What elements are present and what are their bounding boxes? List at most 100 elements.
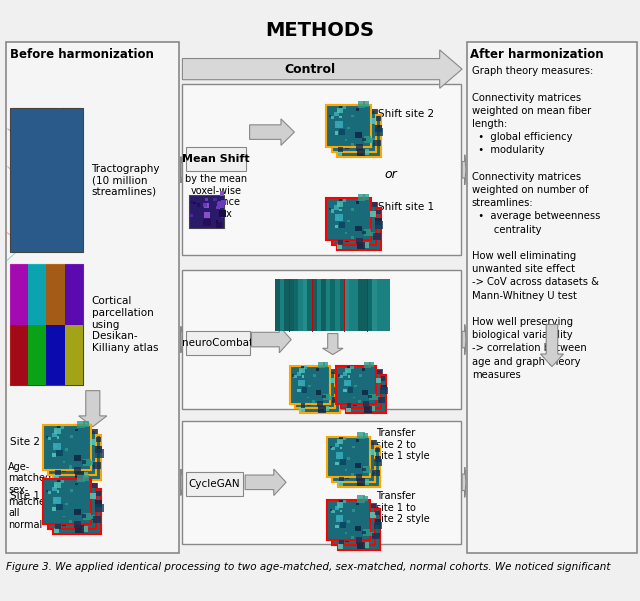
Bar bbox=[316, 368, 319, 371]
Bar bbox=[339, 477, 344, 481]
Bar bbox=[363, 529, 365, 532]
Bar bbox=[312, 389, 317, 394]
Bar bbox=[344, 138, 348, 141]
Bar bbox=[372, 472, 375, 474]
Bar bbox=[58, 448, 63, 452]
Bar bbox=[63, 462, 65, 463]
Bar bbox=[333, 441, 375, 482]
Bar bbox=[56, 504, 63, 510]
Bar bbox=[376, 279, 381, 331]
Bar bbox=[362, 138, 366, 141]
Bar bbox=[56, 523, 61, 529]
Bar bbox=[220, 191, 225, 196]
Bar bbox=[339, 209, 342, 211]
Bar bbox=[343, 141, 348, 145]
Bar bbox=[371, 503, 377, 508]
Bar bbox=[348, 216, 353, 221]
Bar bbox=[339, 540, 344, 545]
Bar bbox=[351, 115, 355, 117]
Bar bbox=[354, 385, 356, 388]
Bar bbox=[344, 471, 348, 475]
Bar bbox=[337, 439, 343, 445]
Bar bbox=[339, 500, 343, 503]
Bar bbox=[370, 469, 374, 473]
Bar bbox=[372, 279, 376, 331]
Bar bbox=[298, 279, 303, 331]
Bar bbox=[364, 136, 371, 143]
Bar bbox=[340, 220, 345, 224]
Text: Mean Shift: Mean Shift bbox=[182, 154, 250, 164]
Bar bbox=[343, 389, 347, 392]
Bar bbox=[44, 426, 92, 470]
Bar bbox=[358, 194, 365, 201]
Bar bbox=[378, 369, 383, 374]
Bar bbox=[330, 446, 332, 448]
Text: Graph theory measures:

Connectivity matrices
weighted on mean fiber
length:
  •: Graph theory measures: Connectivity matr… bbox=[472, 66, 600, 380]
Bar bbox=[61, 480, 64, 483]
Bar bbox=[337, 454, 340, 457]
Bar bbox=[346, 383, 348, 385]
Bar bbox=[340, 459, 346, 465]
Bar bbox=[312, 279, 317, 331]
Bar bbox=[337, 502, 343, 508]
Bar bbox=[372, 109, 378, 114]
Bar bbox=[369, 394, 376, 400]
Bar bbox=[357, 495, 365, 502]
Bar bbox=[351, 460, 356, 466]
Bar bbox=[54, 484, 57, 487]
Bar bbox=[322, 395, 326, 398]
Bar bbox=[363, 242, 369, 248]
Bar bbox=[65, 443, 71, 449]
Bar bbox=[368, 395, 372, 398]
Bar bbox=[361, 371, 367, 377]
Bar bbox=[351, 130, 356, 135]
Bar bbox=[375, 519, 381, 525]
Bar bbox=[330, 116, 334, 120]
Bar bbox=[351, 143, 354, 146]
Bar bbox=[219, 210, 226, 217]
Bar bbox=[75, 429, 78, 432]
Bar bbox=[363, 542, 369, 548]
Bar bbox=[369, 362, 374, 367]
Bar bbox=[342, 457, 346, 462]
Bar bbox=[363, 479, 369, 484]
Bar bbox=[348, 517, 354, 522]
Bar bbox=[28, 325, 46, 385]
Bar bbox=[372, 535, 375, 537]
Bar bbox=[332, 203, 376, 245]
Bar bbox=[375, 128, 383, 136]
Bar bbox=[65, 264, 83, 325]
Bar bbox=[358, 101, 365, 108]
Bar bbox=[371, 231, 375, 236]
Bar bbox=[10, 264, 28, 325]
Bar bbox=[338, 240, 343, 245]
Bar bbox=[299, 368, 305, 373]
Bar bbox=[342, 106, 346, 109]
Bar bbox=[375, 221, 383, 229]
Bar bbox=[324, 406, 330, 412]
Bar bbox=[54, 474, 60, 479]
Bar bbox=[355, 225, 362, 231]
Bar bbox=[46, 436, 49, 438]
Bar bbox=[351, 223, 356, 228]
Bar bbox=[74, 508, 81, 514]
Bar bbox=[294, 279, 298, 331]
Bar bbox=[49, 430, 96, 475]
Bar bbox=[348, 379, 356, 386]
Bar bbox=[357, 148, 365, 156]
Bar bbox=[338, 544, 343, 549]
Bar bbox=[376, 125, 382, 132]
Bar bbox=[364, 230, 371, 236]
Bar bbox=[70, 489, 73, 492]
FancyBboxPatch shape bbox=[182, 421, 461, 544]
Bar bbox=[96, 491, 101, 496]
Bar bbox=[93, 516, 100, 523]
Polygon shape bbox=[79, 391, 107, 427]
Bar bbox=[77, 475, 85, 483]
Bar bbox=[83, 459, 90, 466]
Bar bbox=[82, 514, 86, 518]
Bar bbox=[381, 385, 387, 391]
Bar bbox=[332, 397, 339, 403]
Bar bbox=[348, 123, 353, 128]
Bar bbox=[371, 118, 376, 124]
